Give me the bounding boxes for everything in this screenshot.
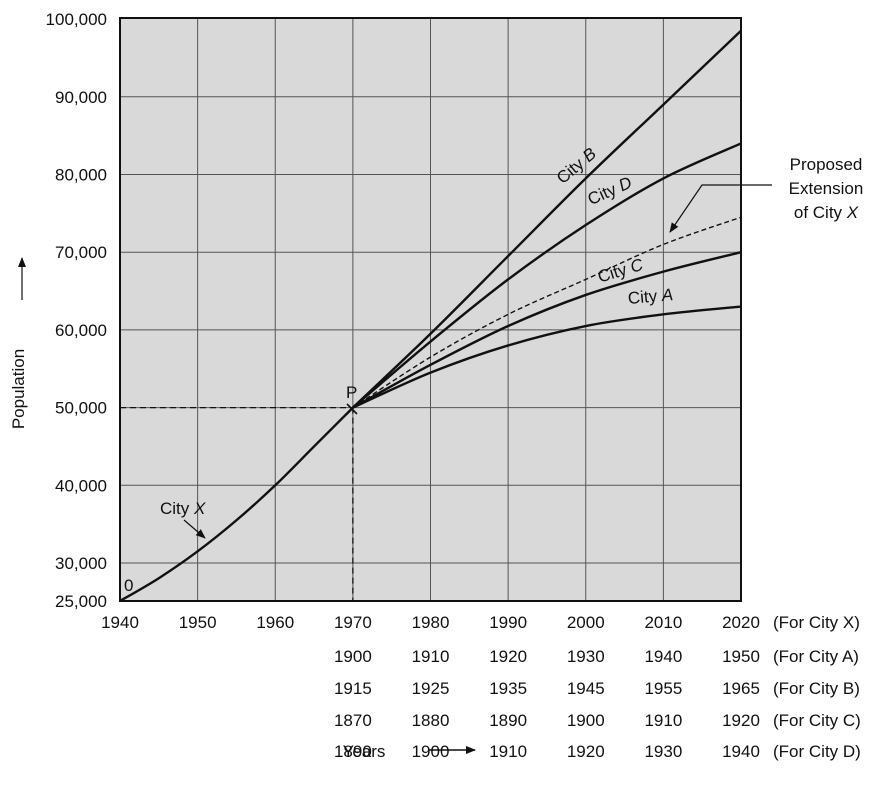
x-tick-label: 1930 [567, 647, 605, 666]
reference-dashed-lines [120, 406, 354, 601]
origin-label: 0 [124, 576, 133, 595]
series-label-city-a: City A [627, 285, 674, 308]
x-tick-label: 2010 [644, 613, 682, 632]
x-tick-label: 1900 [334, 647, 372, 666]
x-tick-row-suffix: (For City C) [773, 711, 861, 730]
y-tick-label: 90,000 [55, 88, 107, 107]
x-tick-label: 1870 [334, 711, 372, 730]
y-tick-label: 70,000 [55, 243, 107, 262]
series-line-city-b [352, 29, 742, 409]
proposed-label-line-1: Proposed [790, 155, 863, 174]
x-tick-label: 1920 [489, 647, 527, 666]
x-tick-label: 1940 [101, 613, 139, 632]
grid-lines [120, 18, 741, 601]
y-tick-label: 40,000 [55, 476, 107, 495]
proposed-label-line-2: Extension [789, 179, 864, 198]
x-tick-label: 1965 [722, 679, 760, 698]
x-tick-label: 1970 [334, 613, 372, 632]
y-tick-label: 25,000 [55, 592, 107, 611]
y-tick-label: 50,000 [55, 399, 107, 418]
x-tick-label: 1890 [334, 742, 372, 761]
x-tick-label: 1945 [567, 679, 605, 698]
x-axis-tick-labels: 1940 1950 1960 1970 1980 1990 2000 2010 2020 (For… [101, 613, 861, 761]
x-tick-label: 1955 [644, 679, 682, 698]
x-tick-label: 1950 [179, 613, 217, 632]
x-tick-label: 1940 [722, 742, 760, 761]
x-tick-row-suffix: (For City B) [773, 679, 860, 698]
x-tick-label: 1910 [489, 742, 527, 761]
y-axis-title: Population [9, 349, 28, 429]
point-p-marker [346, 403, 358, 415]
x-tick-row-suffix: (For City D) [773, 742, 861, 761]
x-tick-label: 1910 [644, 711, 682, 730]
series-line-city-x [119, 406, 354, 603]
x-tick-label: 1880 [412, 711, 450, 730]
plot-frame [119, 17, 742, 602]
series-line-proposed-extension-of-city-x [352, 216, 742, 409]
y-tick-label: 30,000 [55, 554, 107, 573]
x-axis-title: Years [343, 742, 386, 761]
x-tick-label: 1990 [489, 613, 527, 632]
x-tick-label: 1890 [489, 711, 527, 730]
x-tick-label: 2000 [567, 613, 605, 632]
proposed-label-leader [669, 184, 772, 233]
proposed-label-line-3: of City X [794, 203, 859, 222]
x-tick-label: 1950 [722, 647, 760, 666]
x-tick-label: 1910 [412, 647, 450, 666]
x-tick-label: 1900 [412, 742, 450, 761]
x-tick-label: 1920 [722, 711, 760, 730]
x-tick-label: 1980 [412, 613, 450, 632]
y-tick-label: 80,000 [55, 166, 107, 185]
x-tick-label: 2020 [722, 613, 760, 632]
x-tick-row-suffix: (For City A) [773, 647, 859, 666]
y-tick-label: 60,000 [55, 321, 107, 340]
x-tick-label: 1940 [644, 647, 682, 666]
y-tick-label: 100,000 [46, 10, 107, 29]
x-tick-label: 1935 [489, 679, 527, 698]
series-line-city-c [352, 251, 742, 409]
series-line-city-d [352, 142, 742, 409]
series-lines [119, 29, 742, 603]
x-tick-label: 1960 [256, 613, 294, 632]
x-tick-label: 1920 [567, 742, 605, 761]
x-tick-label: 1925 [412, 679, 450, 698]
series-label-city-x: City X [160, 499, 206, 518]
city-x-label-arrow [183, 519, 206, 539]
x-tick-label: 1900 [567, 711, 605, 730]
x-tick-label: 1930 [644, 742, 682, 761]
point-p-label: P [346, 383, 357, 402]
series-line-city-a [352, 305, 742, 409]
x-tick-label: 1915 [334, 679, 372, 698]
y-axis-tick-labels: 25,000 30,000 40,000 50,000 60,000 70,000 80,0… [46, 10, 107, 611]
x-tick-row-suffix: (For City X) [773, 613, 860, 632]
